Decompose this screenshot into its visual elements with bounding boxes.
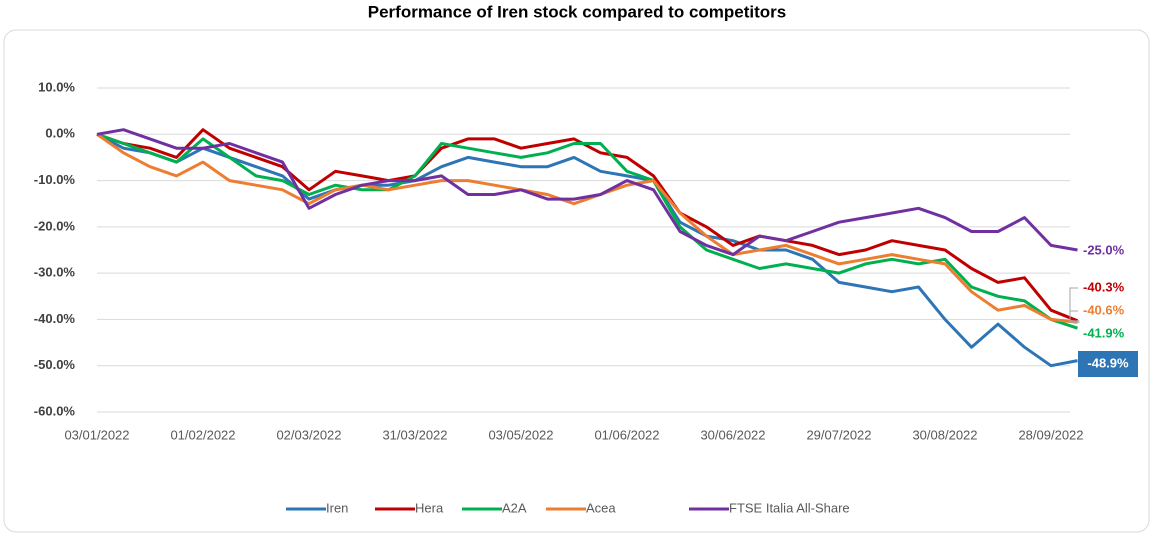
series-line	[96, 128, 1079, 323]
chart-title: Performance of Iren stock compared to co…	[368, 2, 787, 21]
x-tick-label: 31/03/2022	[382, 427, 447, 442]
end-label-box	[1078, 351, 1138, 377]
y-tick-label: -20.0%	[34, 218, 76, 233]
y-tick-label: 0.0%	[45, 126, 75, 141]
x-tick-label: 29/07/2022	[806, 427, 871, 442]
x-tick-label: 03/01/2022	[64, 427, 129, 442]
series-line	[96, 132, 1078, 330]
label-leader	[1069, 287, 1080, 322]
x-tick-label: 01/06/2022	[594, 427, 659, 442]
end-label: -48.9%	[1087, 355, 1129, 370]
legend-label: Iren	[326, 500, 348, 515]
label-leader	[1069, 310, 1080, 323]
y-tick-label: -40.0%	[34, 311, 76, 326]
y-tick-label: -30.0%	[34, 265, 76, 280]
legend-label: FTSE Italia All-Share	[729, 500, 850, 515]
legend-label: A2A	[502, 500, 527, 515]
y-tick-label: -10.0%	[34, 172, 76, 187]
series-line	[96, 128, 1078, 257]
x-tick-label: 30/08/2022	[912, 427, 977, 442]
y-tick-label: -60.0%	[34, 403, 76, 418]
x-tick-label: 30/06/2022	[700, 427, 765, 442]
series-line	[96, 133, 1078, 324]
legend-label: Hera	[415, 500, 444, 515]
end-label: -40.3%	[1083, 279, 1125, 294]
series-line	[96, 132, 1078, 368]
x-tick-label: 02/03/2022	[276, 427, 341, 442]
end-label: -41.9%	[1083, 325, 1125, 340]
legend-label: Acea	[586, 500, 616, 515]
x-tick-label: 28/09/2022	[1018, 427, 1083, 442]
x-tick-label: 03/05/2022	[488, 427, 553, 442]
end-label: -40.6%	[1083, 302, 1125, 317]
end-label: -25.0%	[1083, 242, 1125, 257]
y-tick-label: 10.0%	[38, 79, 75, 94]
chart-frame	[3, 29, 1150, 533]
y-tick-label: -50.0%	[34, 357, 76, 372]
x-tick-label: 01/02/2022	[170, 427, 235, 442]
